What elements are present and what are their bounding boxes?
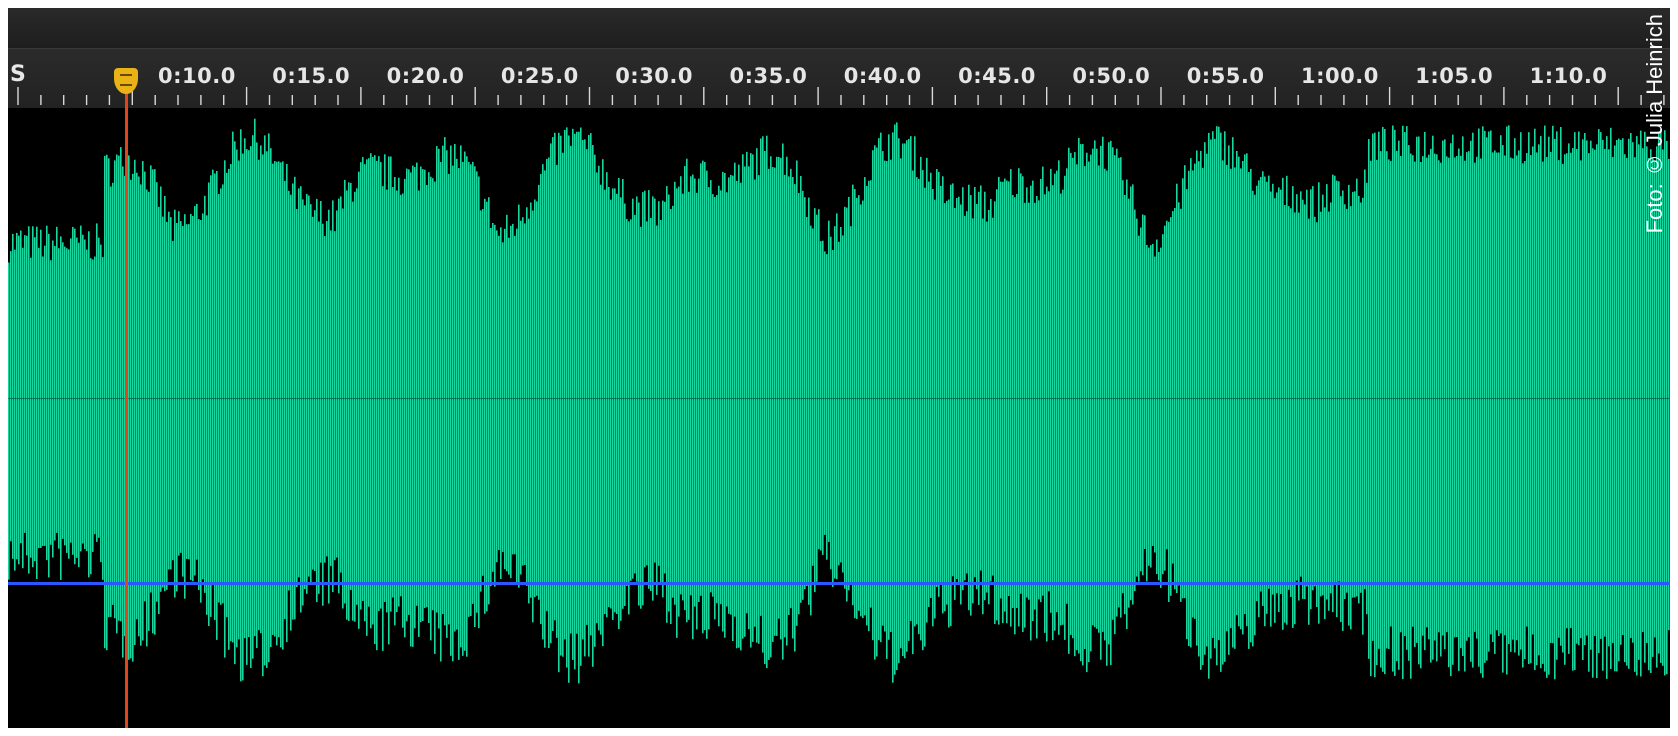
ruler-unit-label: S (10, 62, 26, 87)
editor-toolbar-strip (8, 8, 1670, 48)
volume-envelope-line[interactable] (8, 582, 1670, 585)
waveform-bars (8, 118, 1670, 684)
playhead-handle-icon[interactable] (114, 68, 138, 94)
ruler-time-label: 1:10.0 (1529, 64, 1608, 88)
ruler-time-label: 1:05.0 (1415, 64, 1494, 88)
ruler-time-label: 0:35.0 (729, 64, 808, 88)
audio-editor-screen: S 0:10.0 0:15.0 0:20.0 0:25.0 0:30.0 0:35.0 0:… (8, 8, 1670, 728)
waveform-display[interactable] (8, 108, 1670, 728)
audio-waveform (8, 118, 1670, 684)
time-ruler[interactable]: S 0:10.0 0:15.0 0:20.0 0:25.0 0:30.0 0:35.0 0:… (8, 48, 1670, 109)
ruler-time-label: 1:00.0 (1301, 64, 1379, 88)
ruler-time-label: 0:15.0 (272, 64, 351, 88)
ruler-time-label: 0:50.0 (1072, 64, 1151, 88)
ruler-time-label: 0:25.0 (500, 64, 579, 88)
ruler-ticks (17, 87, 1665, 105)
ruler-time-label: 0:30.0 (615, 64, 694, 88)
playhead-line[interactable] (125, 83, 128, 728)
waveform-centerline (8, 398, 1670, 399)
ruler-time-label: 0:55.0 (1186, 64, 1265, 88)
ruler-time-label: 0:10.0 (158, 64, 236, 88)
ruler-time-label: 0:45.0 (958, 64, 1036, 88)
photo-credit: Foto: © Julia Heinrich (1642, 14, 1667, 234)
ruler-time-label: 0:40.0 (843, 64, 922, 88)
ruler-time-label: 0:20.0 (386, 64, 465, 88)
